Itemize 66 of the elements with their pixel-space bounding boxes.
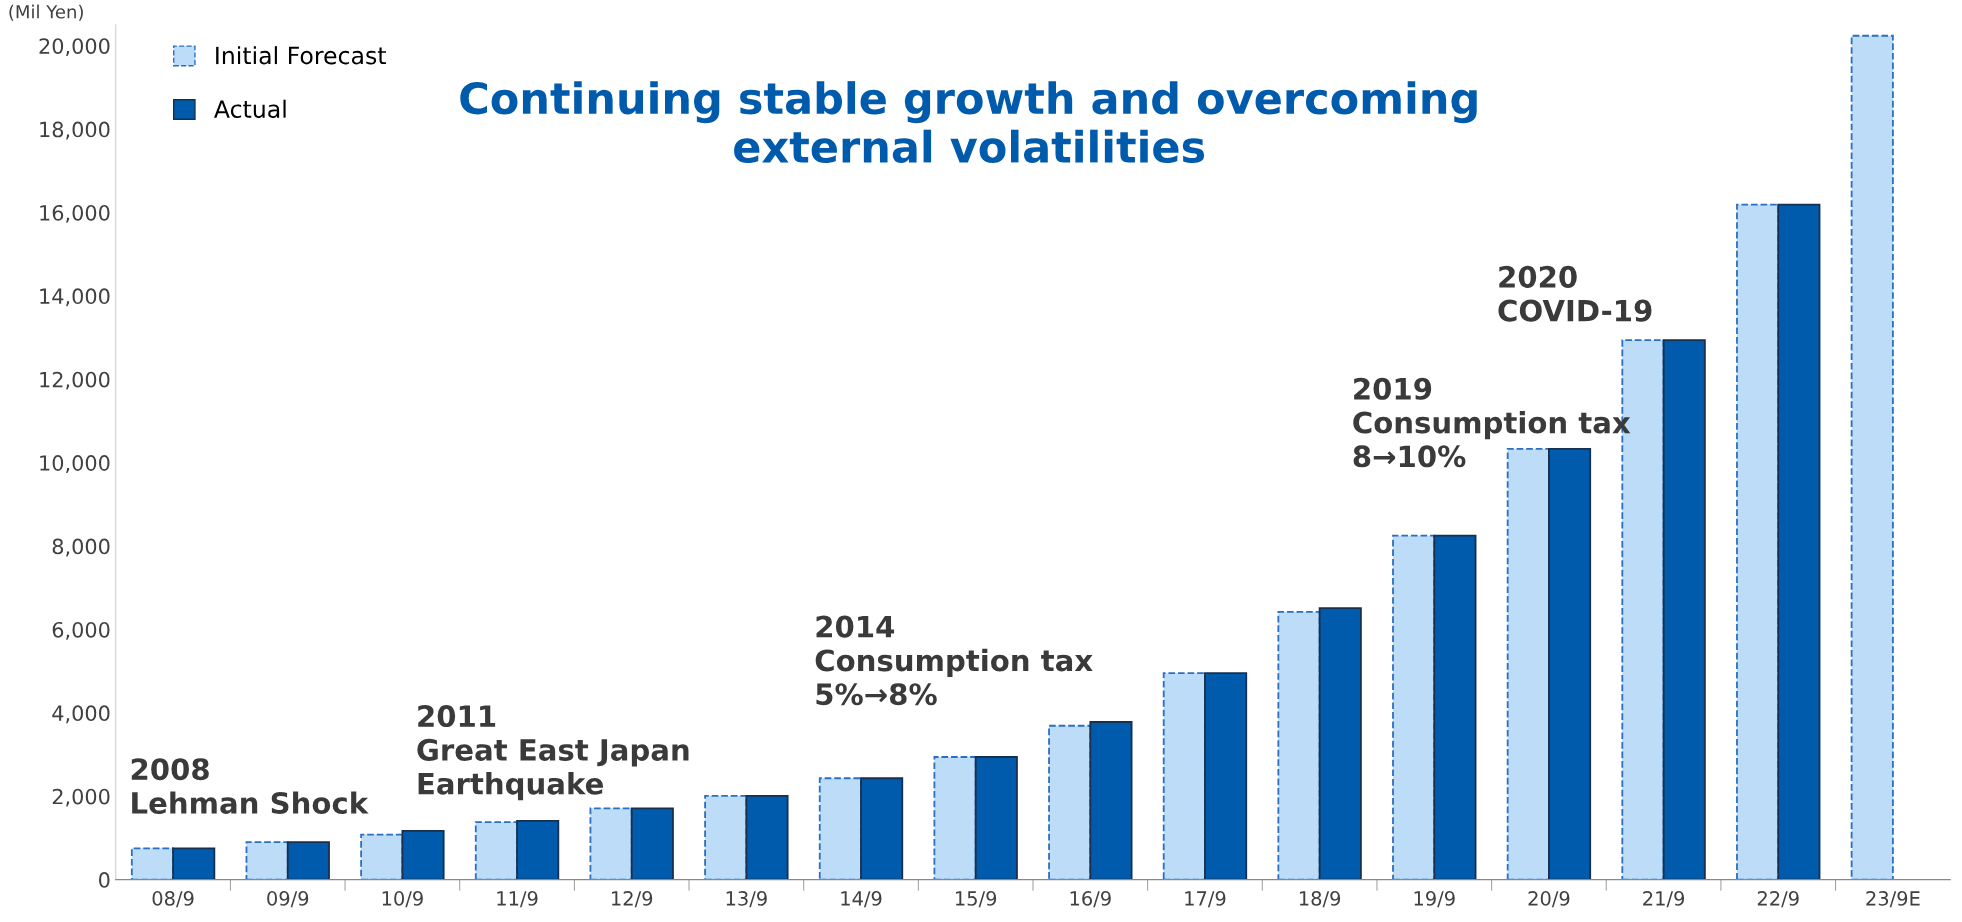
x-tick-label: 18/9	[1299, 891, 1341, 908]
bar	[286, 841, 330, 880]
bar	[401, 829, 445, 880]
bar	[1277, 611, 1321, 880]
bar	[1548, 448, 1592, 880]
y-tick-label: 0	[99, 872, 110, 888]
bar	[1089, 721, 1133, 880]
annotation: 2008 Lehman Shock	[131, 758, 369, 815]
y-tick-label: 6,000	[52, 621, 110, 640]
x-tick-label: 11/9	[497, 891, 538, 908]
bar	[130, 847, 174, 880]
x-tick-label: 09/9	[267, 891, 309, 908]
x-tick-label: 10/9	[382, 891, 423, 908]
x-tick-label: 19/9	[1414, 891, 1455, 908]
x-tick-label: 23/9E	[1866, 891, 1920, 908]
bar	[516, 819, 560, 880]
y-axis-title: (Mil Yen)	[9, 4, 83, 21]
x-tick-label: 15/9	[955, 891, 997, 908]
annotation: 2014 Consumption tax 5%→8%	[815, 615, 1093, 706]
bar	[1204, 672, 1248, 880]
x-tick-label: 08/9	[152, 891, 194, 908]
bar	[1662, 339, 1706, 880]
x-tick-label: 21/9	[1643, 891, 1685, 908]
bar	[245, 841, 289, 880]
bar	[360, 833, 404, 880]
bar	[974, 756, 1018, 880]
bar	[818, 777, 862, 880]
legend-label: Actual	[214, 99, 286, 118]
bar	[1392, 534, 1436, 880]
bar	[630, 807, 674, 880]
bar	[1506, 448, 1550, 880]
bar	[1162, 672, 1206, 880]
x-tick-label: 13/9	[726, 891, 767, 908]
bar	[704, 794, 748, 880]
bar	[589, 807, 633, 880]
bar	[1318, 607, 1362, 880]
y-tick-label: 20,000	[39, 38, 110, 57]
y-tick-label: 8,000	[52, 538, 110, 557]
x-tick-label: 22/9	[1757, 891, 1799, 908]
bar	[1736, 203, 1780, 880]
text: Continuing stable growth and overcoming external volatilities	[460, 81, 1477, 164]
x-tick-label: 14/9	[841, 891, 882, 908]
y-tick-label: 12,000	[40, 371, 110, 390]
y-tick-label: 10,000	[40, 455, 110, 473]
bar	[745, 794, 789, 880]
bar	[1048, 724, 1092, 880]
annotation: 2020 COVID-19	[1498, 265, 1652, 322]
bar	[933, 756, 977, 880]
bar	[860, 777, 904, 880]
legend-label: Initial Forecast	[216, 46, 386, 65]
y-tick-label: 16,000	[40, 204, 110, 223]
y-tick-label: 2,000	[52, 788, 110, 807]
bar	[1433, 534, 1477, 880]
bar	[1777, 203, 1821, 880]
x-tick-label: 17/9	[1185, 891, 1226, 908]
x-tick-label: 12/9	[612, 891, 653, 908]
bar	[1850, 34, 1894, 880]
y-tick-label: 18,000	[40, 121, 110, 140]
x-tick-label: 20/9	[1528, 891, 1570, 908]
y-tick-label: 4,000	[52, 705, 110, 724]
annotation: 2011 Great East Japan Earthquake	[417, 705, 689, 801]
bar	[172, 847, 216, 880]
annotation: 2019 Consumption tax 8→10%	[1353, 377, 1631, 468]
y-tick-label: 14,000	[40, 288, 110, 307]
x-tick-label: 16/9	[1070, 891, 1111, 908]
bar	[474, 821, 518, 880]
